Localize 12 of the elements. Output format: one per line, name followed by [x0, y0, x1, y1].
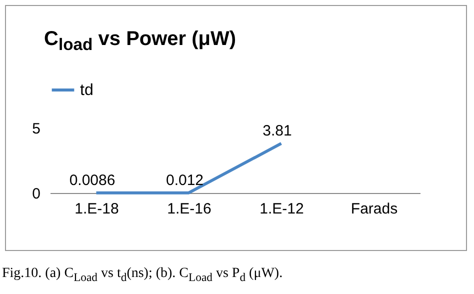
data-label: 0.012 [166, 172, 204, 189]
y-tick-label: 5 [32, 120, 40, 138]
x-tick-label: Farads [350, 200, 398, 218]
data-label: 3.81 [262, 122, 292, 140]
data-label: 0.0086 [69, 172, 116, 189]
legend-label: td [80, 82, 94, 99]
text: Fig.10. (a) C$_{Load}$ vs t$_{d}$(ns); (b). C$_{Load}$ vs P$_{d}$ (μW). [2, 266, 283, 284]
y-tick-label: 0 [32, 186, 40, 202]
x-tick-label: 1.E-18 [74, 200, 119, 218]
x-tick-label: 1.E-16 [167, 200, 212, 218]
chart-title: C$_{load}$ vs Power (μW) [44, 28, 236, 55]
x-tick-label: 1.E-12 [260, 200, 304, 218]
